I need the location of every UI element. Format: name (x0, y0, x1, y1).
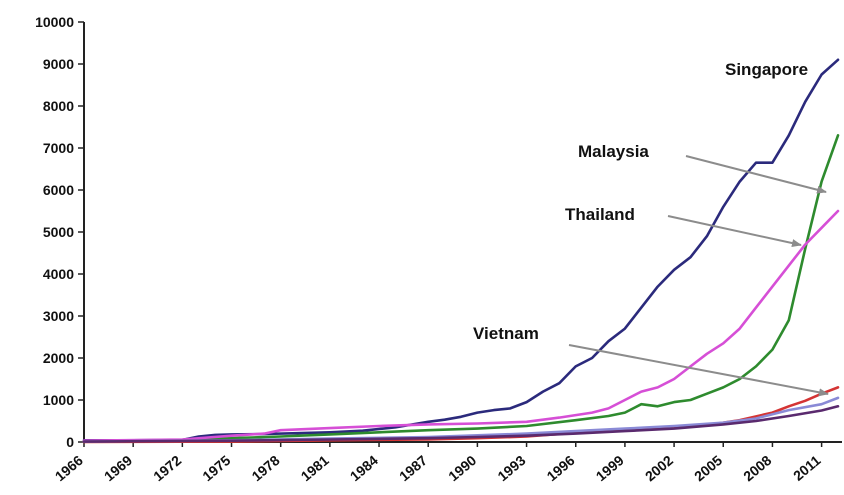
y-tick-label: 10000 (35, 14, 74, 30)
annotation-arrow-thailand (667, 215, 802, 247)
annotation-vietnam: Vietnam (473, 324, 539, 343)
x-axis-ticks: 1966 1969 1972 1975 1978 1981 1984 1987 1990 1993… (52, 442, 824, 484)
y-tick-label: 8000 (43, 98, 74, 114)
x-tick-label: 1999 (593, 452, 627, 484)
y-tick-label: 6000 (43, 182, 74, 198)
annotations: Singapore Malaysia Thailand Vietnam (473, 60, 829, 397)
x-tick-label: 2002 (642, 452, 676, 484)
annotation-malaysia: Malaysia (578, 142, 649, 161)
y-tick-label: 3000 (43, 308, 74, 324)
x-tick-label: 1966 (52, 452, 86, 484)
x-tick-label: 2011 (790, 452, 824, 484)
series-line-3 (82, 209, 840, 442)
x-tick-label: 1975 (199, 452, 233, 484)
x-tick-label: 1996 (544, 452, 578, 484)
series-line-1 (82, 58, 840, 442)
x-tick-label: 1984 (347, 452, 381, 484)
annotation-thailand: Thailand (565, 205, 635, 224)
x-tick-label: 1990 (445, 452, 479, 484)
series-line-5 (82, 396, 840, 443)
x-tick-label: 1993 (494, 452, 528, 484)
x-tick-label: 1987 (396, 452, 430, 484)
series-lines (82, 58, 840, 444)
annotation-arrow-malaysia (685, 155, 827, 194)
series-line-6 (82, 405, 840, 443)
x-tick-label: 1969 (101, 452, 135, 484)
y-tick-label: 0 (66, 434, 74, 450)
y-tick-label: 4000 (43, 266, 74, 282)
y-tick-label: 2000 (43, 350, 74, 366)
x-tick-label: 2005 (691, 452, 725, 484)
axes (83, 22, 842, 443)
y-tick-label: 7000 (43, 140, 74, 156)
x-tick-label: 1981 (298, 452, 332, 484)
series-line-4 (82, 386, 840, 444)
y-axis-ticks: 0 1000 2000 3000 4000 5000 6000 7000 8000 9000 100… (35, 14, 84, 450)
annotation-singapore: Singapore (725, 60, 808, 79)
x-tick-label: 1978 (248, 452, 282, 484)
y-tick-label: 9000 (43, 56, 74, 72)
annotation-arrow-vietnam (568, 344, 829, 397)
y-tick-label: 1000 (43, 392, 74, 408)
x-tick-label: 2008 (740, 452, 774, 484)
series-line-2 (82, 134, 840, 443)
x-tick-label: 1972 (150, 452, 184, 484)
y-tick-label: 5000 (43, 224, 74, 240)
